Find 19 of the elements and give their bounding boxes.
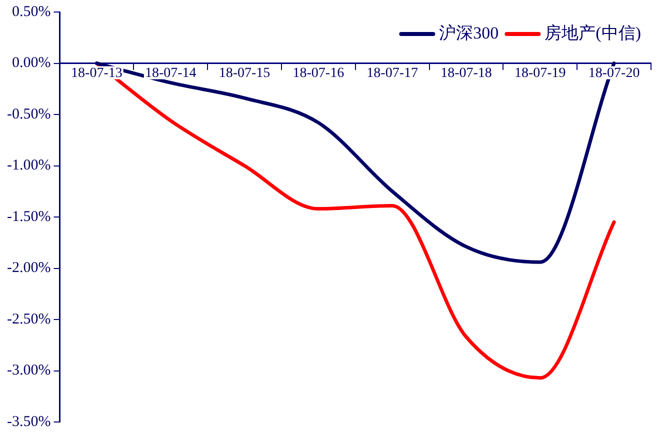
x-tick-label: 18-07-20 [588,66,640,81]
x-tick-label: 18-07-16 [292,66,344,81]
x-tick-label: 18-07-19 [514,66,566,81]
x-tick-label: 18-07-17 [366,66,418,81]
x-tick-label: 18-07-15 [218,66,270,81]
y-tick-label: 0.00% [12,55,51,72]
y-tick-label: -3.50% [6,414,51,430]
x-tick-label: 18-07-13 [71,66,122,81]
y-tick-label: -2.00% [6,260,51,276]
y-tick-label: -3.00% [6,362,51,379]
legend-label: 房地产(中信) [544,23,642,42]
y-tick-label: -0.50% [6,106,51,122]
x-tick-label: 18-07-18 [440,66,492,81]
legend-label: 沪深300 [439,23,499,42]
x-tick-label: 18-07-14 [144,66,196,81]
y-tick-label: -2.50% [6,311,51,328]
y-tick-label: -1.50% [6,208,51,225]
y-tick-label: 0.50% [12,4,51,20]
y-tick-label: -1.00% [6,158,51,174]
